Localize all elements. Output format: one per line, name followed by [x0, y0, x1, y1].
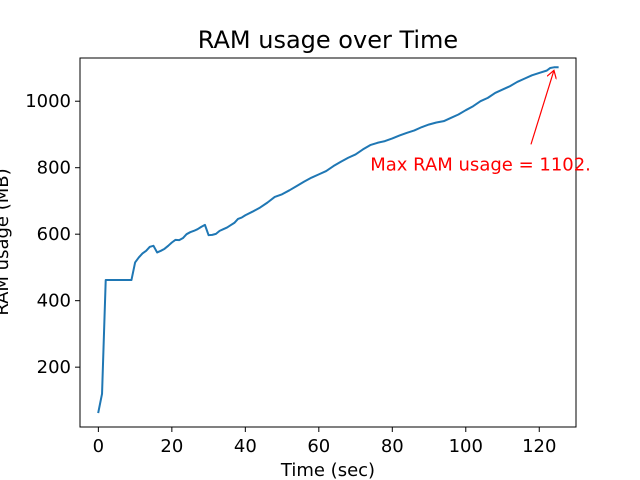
y-tick-label: 800: [37, 158, 71, 179]
x-tick-label: 120: [522, 436, 556, 457]
annotation-arrow: [530, 70, 554, 145]
chart-title: RAM usage over Time: [198, 26, 458, 54]
x-tick-label: 80: [381, 436, 404, 457]
y-tick-label: 600: [37, 224, 71, 245]
y-tick-label: 400: [37, 291, 71, 312]
axes-frame: [79, 57, 577, 428]
x-tick-label: 60: [307, 436, 330, 457]
x-tick-label: 0: [93, 436, 104, 457]
x-tick-label: 100: [449, 436, 483, 457]
series-line-0: [97, 66, 559, 414]
plot-area: 0 20 40 60 80 100 120 200 400 600 800 1000 Max RAM u…: [25, 57, 591, 457]
y-axis-label: RAM usage (MB): [0, 168, 13, 315]
annotation-text: Max RAM usage = 1102.: [370, 154, 591, 175]
y-tick-label: 200: [37, 357, 71, 378]
y-tick-label: 1000: [25, 91, 71, 112]
x-tick-label: 40: [234, 436, 257, 457]
x-axis-label: Time (sec): [280, 460, 375, 480]
x-tick-label: 20: [160, 436, 183, 457]
